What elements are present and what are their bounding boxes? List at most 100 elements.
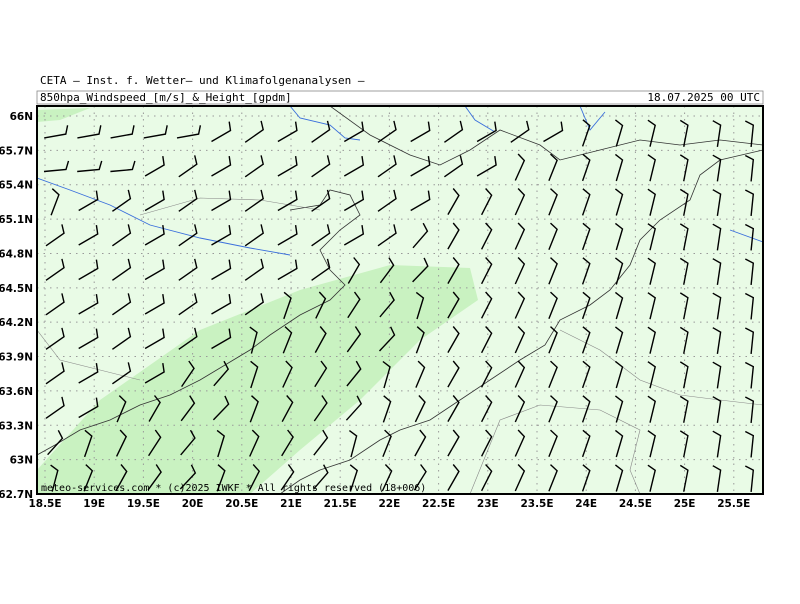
wind-barb <box>712 430 722 458</box>
wind-barb <box>144 293 165 315</box>
wind-barb <box>180 395 196 422</box>
wind-barb <box>343 121 365 143</box>
wind-barb <box>111 189 132 212</box>
wind-barb <box>647 464 656 492</box>
x-tick-label: 23E <box>477 498 499 510</box>
wind-barb <box>377 224 397 247</box>
wind-barb <box>115 464 128 491</box>
x-tick-label: 19.5E <box>127 498 160 510</box>
y-tick-label: 62.7N <box>0 489 33 501</box>
wind-barb <box>581 257 591 285</box>
wind-barb <box>647 361 656 389</box>
wind-barb <box>647 154 656 182</box>
wind-barb <box>178 258 198 281</box>
wind-barb <box>78 328 99 350</box>
wind-barb <box>44 125 69 139</box>
wind-barb <box>47 429 64 456</box>
x-tick-label: 25.5E <box>717 498 750 510</box>
wind-barb <box>78 259 99 281</box>
wind-barb <box>480 291 493 319</box>
wind-barb <box>581 360 591 389</box>
wind-barb <box>443 155 464 178</box>
wind-barb <box>712 327 722 355</box>
y-tick-label: 64.8N <box>0 248 33 260</box>
wind-barb <box>744 361 755 389</box>
wind-barb <box>679 430 689 458</box>
wind-barb <box>382 395 392 423</box>
wind-barb <box>313 395 328 422</box>
wind-barb <box>712 258 722 286</box>
wind-barb <box>543 121 564 143</box>
wind-barb <box>144 155 165 177</box>
wind-barb <box>213 360 230 387</box>
wind-barb <box>581 291 591 320</box>
wind-barb <box>514 326 526 354</box>
wind-barb <box>345 395 363 421</box>
wind-barb <box>480 222 493 250</box>
wind-barb <box>78 224 99 246</box>
wind-barb <box>447 429 460 457</box>
wind-barb <box>415 360 426 388</box>
wind-barb <box>480 395 493 423</box>
wind-barb <box>744 396 755 423</box>
wind-barb <box>647 188 656 216</box>
x-tick-label: 21.5E <box>324 498 357 510</box>
wind-barb <box>144 190 165 212</box>
wind-barb <box>180 429 196 456</box>
wind-barb <box>548 222 558 250</box>
wind-barb <box>548 257 558 285</box>
wind-barb <box>647 257 656 285</box>
wind-barb <box>447 464 460 491</box>
wind-barb <box>176 125 202 139</box>
grid <box>37 106 763 494</box>
wind-barb <box>447 326 460 353</box>
wind-barb <box>83 429 93 458</box>
wind-barb <box>281 395 294 423</box>
wind-barb <box>377 120 397 143</box>
wind-barb <box>381 464 393 492</box>
wind-barb <box>480 326 493 354</box>
wind-barb <box>447 360 460 388</box>
wind-barb <box>148 429 162 457</box>
wind-barb <box>476 155 497 177</box>
wind-barb <box>178 155 198 178</box>
x-tick-label: 20.5E <box>225 498 258 510</box>
wind-barb <box>548 291 558 319</box>
wind-barb <box>581 222 591 251</box>
y-tick-label: 63.9N <box>0 352 33 364</box>
y-tick-label: 65.7N <box>0 145 33 157</box>
wind-barb <box>412 222 429 249</box>
wind-barb <box>216 429 226 458</box>
wind-barb <box>77 125 102 139</box>
wind-barb <box>347 257 361 284</box>
axis-labels: 18.5E 19E 19.5E 20E 20.5E 21E 21.5E 22E 22.5E 23E… <box>0 111 750 510</box>
wind-barb <box>277 155 298 177</box>
wind-barb <box>744 292 755 320</box>
wind-barb <box>110 160 136 173</box>
wind-barb <box>744 120 755 147</box>
wind-barb <box>412 257 429 283</box>
wind-barb <box>476 121 497 143</box>
wind-barb <box>314 326 327 353</box>
wind-barb <box>744 154 755 182</box>
wind-barb <box>379 291 395 318</box>
wind-barb <box>280 464 295 491</box>
wind-barb <box>211 121 232 143</box>
wind-barb <box>614 291 624 320</box>
wind-barb <box>78 293 99 315</box>
wind-barb <box>282 326 293 354</box>
wind-barb <box>45 224 65 247</box>
wind-barb <box>311 189 331 212</box>
wind-barb <box>712 396 722 424</box>
wind-barb <box>50 188 60 216</box>
wind-barb <box>110 125 135 139</box>
wind-barb <box>147 464 162 491</box>
wind-barb <box>413 464 427 491</box>
wind-barb <box>211 190 232 212</box>
credit: meteo-services.com * (c)2025 IWKF * All … <box>41 483 426 494</box>
wind-barb <box>581 153 591 182</box>
wind-barb <box>111 362 132 385</box>
wind-zone <box>37 265 478 494</box>
wind-barb <box>614 360 624 389</box>
wind-barb <box>614 464 624 492</box>
